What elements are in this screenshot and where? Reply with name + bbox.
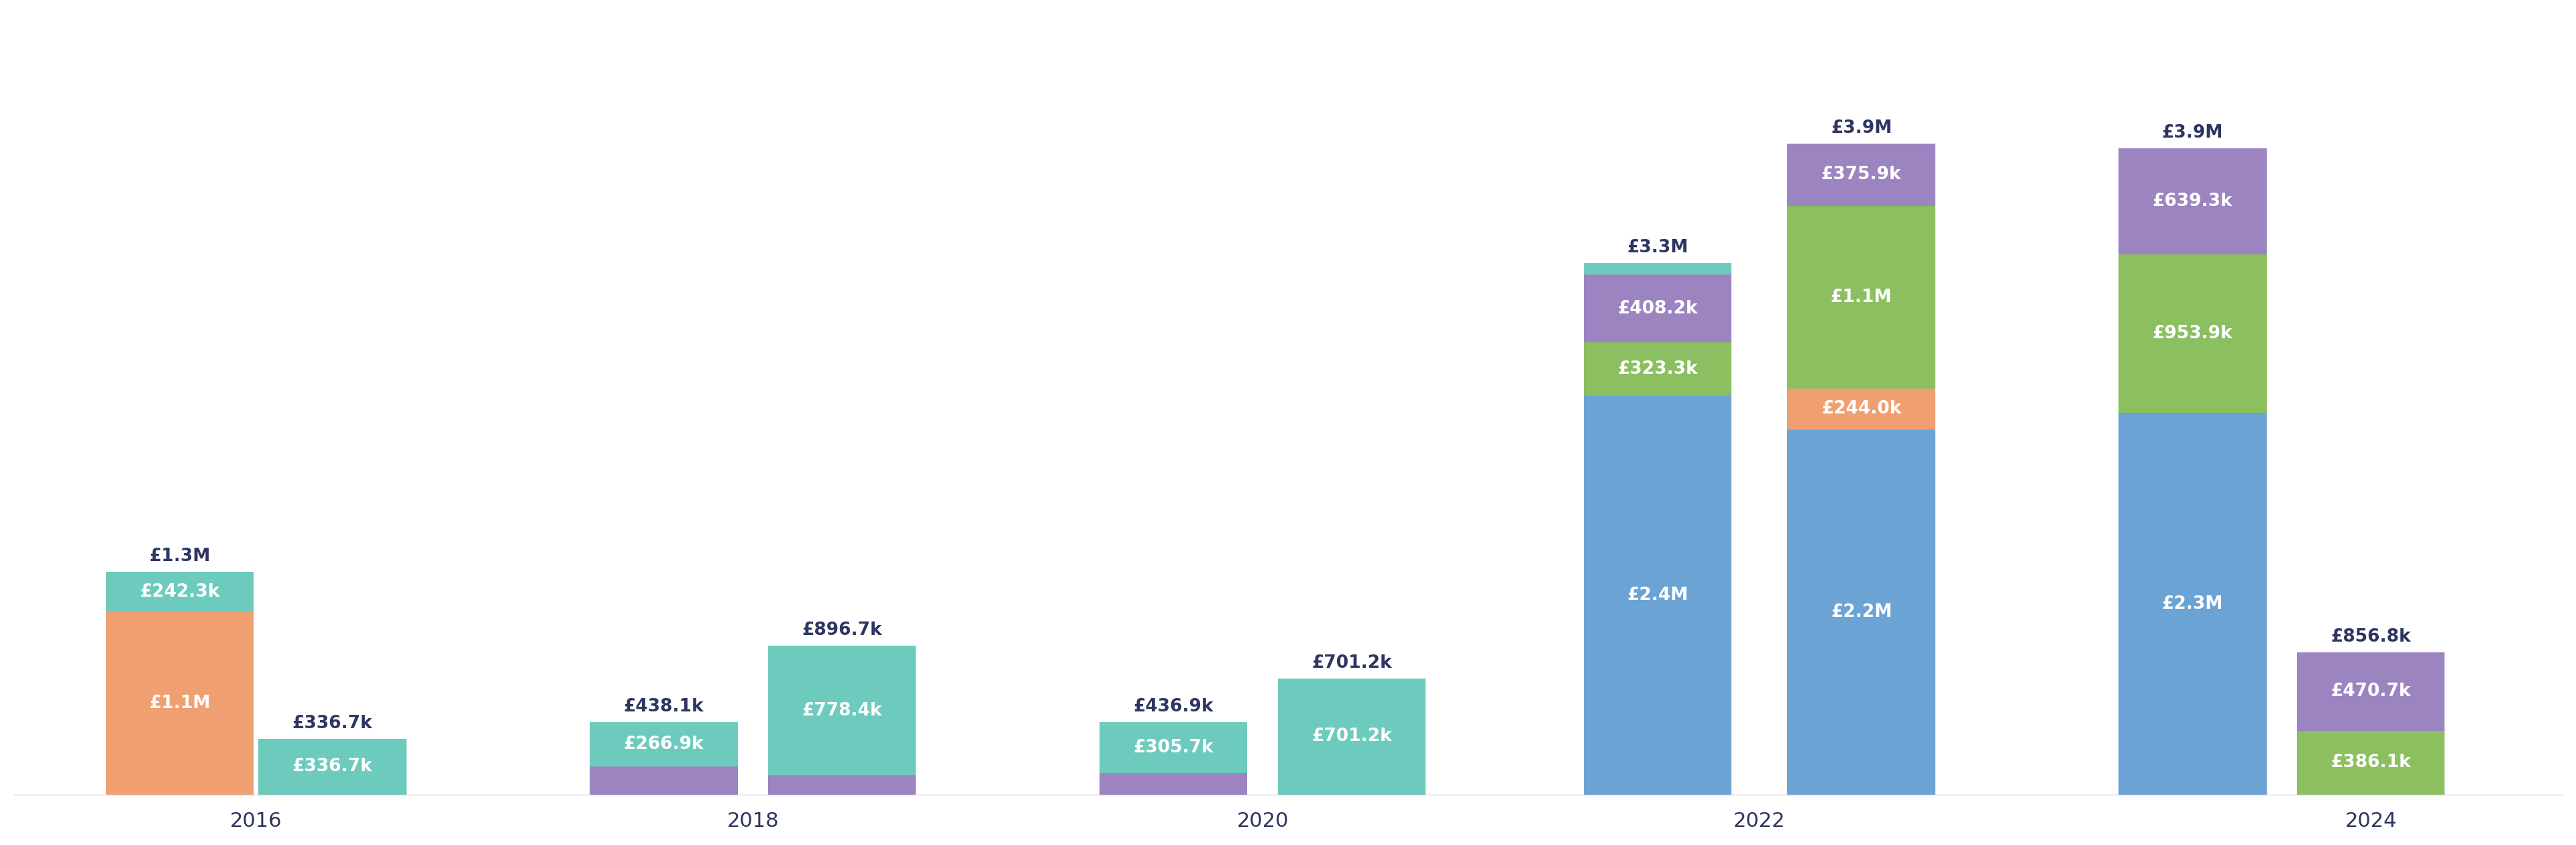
Text: £375.9k: £375.9k — [1821, 166, 1901, 183]
Bar — [2298, 731, 2445, 795]
Bar — [768, 646, 917, 775]
Text: £266.9k: £266.9k — [623, 735, 703, 753]
Text: £408.2k: £408.2k — [1618, 300, 1698, 317]
Text: £242.3k: £242.3k — [139, 583, 219, 601]
Bar — [768, 775, 917, 795]
Text: £896.7k: £896.7k — [801, 622, 881, 639]
Bar — [1100, 773, 1247, 795]
Bar — [1788, 389, 1935, 429]
Bar — [1584, 275, 1731, 342]
Bar — [1788, 429, 1935, 795]
Text: £3.3M: £3.3M — [1628, 239, 1687, 257]
Text: £1.1M: £1.1M — [1832, 289, 1891, 306]
Text: £701.2k: £701.2k — [1311, 654, 1391, 672]
Bar — [1100, 722, 1247, 773]
Bar — [1584, 263, 1731, 275]
Text: £3.9M: £3.9M — [1832, 119, 1891, 137]
Text: £336.7k: £336.7k — [291, 715, 374, 733]
Text: £2.3M: £2.3M — [2161, 595, 2223, 613]
Text: £1.1M: £1.1M — [149, 695, 211, 712]
Text: £323.3k: £323.3k — [1618, 361, 1698, 378]
Text: £856.8k: £856.8k — [2331, 629, 2411, 646]
Text: £701.2k: £701.2k — [1311, 728, 1391, 745]
Text: £438.1k: £438.1k — [623, 698, 703, 716]
Bar — [2298, 652, 2445, 731]
Text: £2.4M: £2.4M — [1628, 586, 1687, 604]
Bar — [590, 766, 737, 795]
Bar — [2117, 412, 2267, 795]
Text: £3.9M: £3.9M — [2161, 124, 2223, 141]
Bar — [106, 612, 252, 795]
Text: £336.7k: £336.7k — [291, 758, 374, 776]
Bar — [1788, 206, 1935, 389]
Text: £778.4k: £778.4k — [801, 701, 881, 719]
Bar — [2117, 148, 2267, 254]
Bar — [1278, 679, 1425, 795]
Bar — [1788, 144, 1935, 206]
Text: £436.9k: £436.9k — [1133, 698, 1213, 716]
Text: £470.7k: £470.7k — [2331, 683, 2411, 701]
Text: £1.3M: £1.3M — [149, 548, 211, 565]
Text: £244.0k: £244.0k — [1821, 401, 1901, 417]
Text: £305.7k: £305.7k — [1133, 739, 1213, 756]
Bar — [1584, 342, 1731, 396]
Bar — [258, 739, 407, 795]
Bar — [1584, 396, 1731, 795]
Text: £953.9k: £953.9k — [2154, 324, 2233, 342]
Text: £2.2M: £2.2M — [1832, 603, 1891, 621]
Bar — [590, 722, 737, 766]
Bar — [2117, 254, 2267, 412]
Text: £639.3k: £639.3k — [2154, 193, 2233, 210]
Text: £386.1k: £386.1k — [2331, 754, 2411, 771]
Bar — [106, 572, 252, 612]
